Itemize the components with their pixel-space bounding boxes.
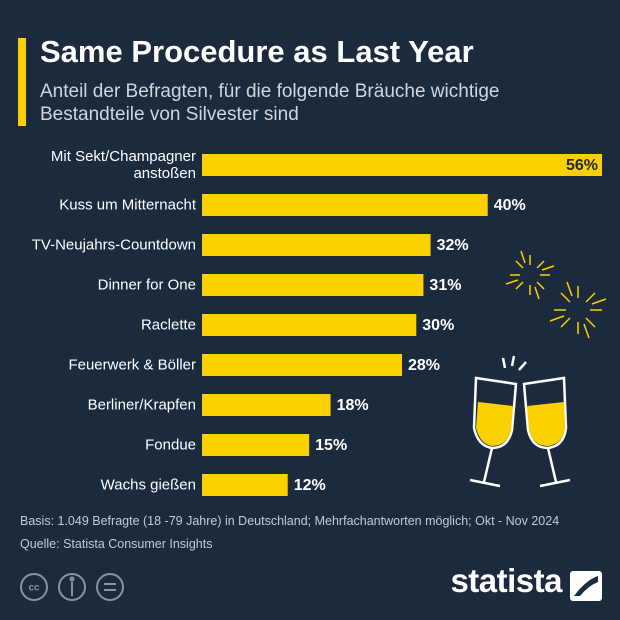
category-label: Mit Sekt/Champagner anstoßen bbox=[50, 148, 196, 182]
accent-bar bbox=[18, 38, 26, 126]
value-label: 32% bbox=[437, 237, 469, 254]
value-label: 56% bbox=[566, 157, 598, 174]
cc-icon-text: cc bbox=[28, 583, 40, 594]
category-label: Raclette bbox=[140, 316, 196, 334]
title: Same Procedure as Last Year bbox=[40, 34, 474, 69]
category-label: Fondue bbox=[145, 436, 196, 454]
category-label: Berliner/Krapfen bbox=[87, 396, 196, 414]
license-icons bbox=[20, 573, 124, 601]
value-label: 15% bbox=[315, 437, 347, 454]
champagne-glasses bbox=[469, 355, 571, 488]
bar bbox=[202, 354, 402, 376]
glass-fill bbox=[476, 402, 513, 446]
value-label: 18% bbox=[337, 397, 369, 414]
subtitle: Anteil der Befragten, für die folgende B… bbox=[40, 81, 500, 125]
value-label: 30% bbox=[422, 317, 454, 334]
category-label: Dinner for One bbox=[97, 276, 196, 294]
bar bbox=[202, 314, 417, 336]
bar bbox=[202, 394, 331, 416]
value-label: 31% bbox=[429, 277, 461, 294]
fireworks bbox=[505, 250, 607, 339]
value-label: 28% bbox=[408, 357, 440, 374]
category-label: Feuerwerk & Böller bbox=[68, 356, 196, 374]
bar bbox=[202, 234, 431, 256]
value-label: 12% bbox=[294, 477, 326, 494]
brand-logo: statista bbox=[450, 562, 562, 599]
note: Basis: 1.049 Befragte (18 -79 Jahre) in … bbox=[20, 514, 560, 528]
category-label: Kuss um Mitternacht bbox=[59, 196, 196, 214]
category-label: Wachs gießen bbox=[100, 476, 196, 494]
bar bbox=[202, 194, 488, 216]
bar bbox=[202, 274, 424, 296]
category-label: TV-Neujahrs-Countdown bbox=[31, 236, 196, 254]
glass-fill bbox=[527, 402, 565, 446]
value-label: 40% bbox=[494, 197, 526, 214]
bar bbox=[202, 154, 602, 176]
bar bbox=[202, 434, 310, 456]
source: Quelle: Statista Consumer Insights bbox=[20, 537, 213, 551]
brand-icon-mark bbox=[574, 576, 598, 596]
bar bbox=[202, 474, 288, 496]
